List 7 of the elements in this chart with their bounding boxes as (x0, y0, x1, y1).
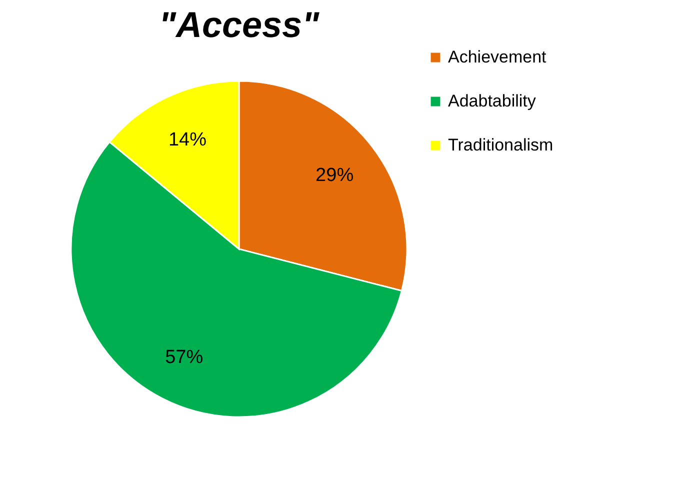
legend-label: Traditionalism (448, 136, 554, 154)
data-label: 57% (165, 346, 204, 368)
legend-label: Achievement (448, 48, 547, 66)
data-label: 14% (168, 130, 207, 151)
data-label: 29% (316, 164, 354, 186)
chart-title: "Access" (158, 4, 320, 45)
legend-label: Adabtability (448, 92, 536, 110)
